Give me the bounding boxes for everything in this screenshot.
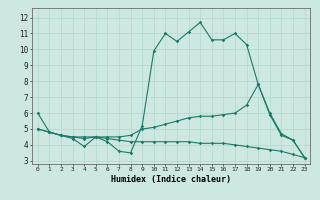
X-axis label: Humidex (Indice chaleur): Humidex (Indice chaleur) — [111, 175, 231, 184]
